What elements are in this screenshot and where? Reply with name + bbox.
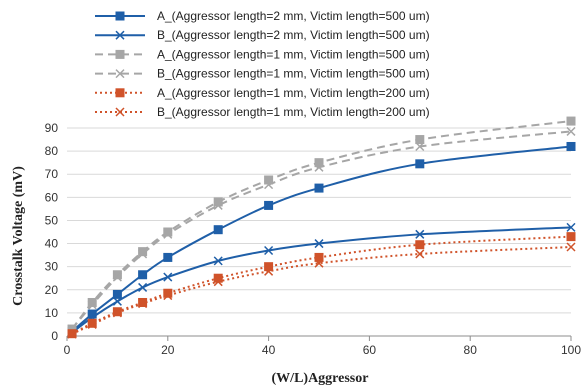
- data-point: [213, 225, 223, 235]
- data-point: [112, 308, 122, 318]
- legend-label: B_(Aggressor length=1 mm, Victim length=…: [157, 67, 430, 81]
- y-tick-label: 60: [45, 190, 59, 204]
- legend-marker: [115, 30, 125, 40]
- series-3: [67, 116, 576, 334]
- y-tick-label: 90: [45, 121, 59, 135]
- y-tick-label: 70: [45, 167, 59, 181]
- data-point: [415, 249, 425, 259]
- legend-marker: [115, 11, 125, 21]
- legend-label: A_(Aggressor length=1 mm, Victim length=…: [157, 47, 430, 61]
- data-point: [415, 141, 425, 152]
- data-point: [314, 162, 324, 172]
- y-tick-label: 10: [45, 306, 59, 320]
- data-point: [163, 291, 173, 301]
- x-tick-label: 40: [262, 343, 276, 357]
- x-tick-label: 20: [161, 343, 175, 357]
- legend-entry-4: B_(Aggressor length=1 mm, Victim length=…: [95, 67, 430, 81]
- data-point: [163, 252, 173, 262]
- data-point: [213, 200, 223, 210]
- series-6: [67, 242, 576, 339]
- data-point: [112, 289, 122, 299]
- legend-label: B_(Aggressor length=2 mm, Victim length=…: [157, 28, 430, 42]
- data-point: [213, 256, 223, 266]
- data-point: [415, 159, 425, 169]
- data-point: [566, 126, 576, 136]
- legend-entry-2: B_(Aggressor length=2 mm, Victim length=…: [95, 28, 430, 42]
- y-tick-label: 0: [51, 329, 58, 343]
- series-4: [67, 126, 576, 334]
- y-tick-label: 40: [45, 237, 59, 251]
- legend-entry-5: A_(Aggressor length=1 mm, Victim length=…: [95, 86, 430, 100]
- data-point: [138, 299, 148, 309]
- data-point: [314, 239, 324, 249]
- legend-label: B_(Aggressor length=1 mm, Victim length=…: [157, 105, 430, 119]
- y-tick-label: 30: [45, 260, 59, 274]
- series-1: [67, 141, 576, 336]
- data-point: [112, 270, 122, 280]
- data-point: [314, 183, 324, 193]
- y-tick-label: 80: [45, 144, 59, 158]
- data-point: [415, 229, 425, 239]
- data-point: [87, 300, 97, 310]
- data-point: [67, 329, 77, 339]
- legend-label: A_(Aggressor length=1 mm, Victim length=…: [157, 86, 430, 100]
- legend-entry-6: B_(Aggressor length=1 mm, Victim length=…: [95, 105, 430, 119]
- data-point: [566, 232, 576, 242]
- x-tick-label: 60: [363, 343, 377, 357]
- y-axis-title: Crosstalk Voltage (mV): [11, 166, 26, 306]
- data-point: [314, 258, 324, 268]
- data-point: [138, 249, 148, 259]
- legend-label: A_(Aggressor length=2 mm, Victim length=…: [157, 9, 430, 23]
- x-tick-label: 100: [561, 343, 581, 357]
- grid-lines: [67, 127, 571, 314]
- legend-marker: [115, 69, 125, 79]
- data-point: [314, 252, 324, 262]
- y-tick-label: 50: [45, 213, 59, 227]
- series-line: [71, 120, 572, 330]
- x-tick-label: 80: [464, 343, 478, 357]
- data-point: [112, 296, 122, 306]
- data-point: [566, 116, 576, 126]
- axes: [66, 335, 572, 341]
- data-point: [163, 229, 173, 239]
- legend: A_(Aggressor length=2 mm, Victim length=…: [95, 9, 430, 119]
- data-point: [415, 240, 425, 250]
- data-point: [112, 307, 122, 317]
- legend-entry-1: A_(Aggressor length=2 mm, Victim length=…: [95, 9, 430, 23]
- data-point: [566, 141, 576, 151]
- data-point: [138, 297, 148, 307]
- data-point: [163, 272, 173, 282]
- data-point: [264, 180, 274, 190]
- data-point: [112, 272, 122, 282]
- data-point: [87, 297, 97, 307]
- data-point: [264, 245, 274, 256]
- legend-marker: [115, 88, 125, 98]
- series-line: [71, 130, 572, 330]
- y-tick-label: 20: [45, 283, 59, 297]
- data-point: [138, 282, 148, 292]
- data-point: [87, 319, 97, 329]
- data-point: [264, 200, 274, 210]
- x-axis-title: (W/L)Aggressor: [272, 371, 369, 386]
- data-point: [264, 266, 274, 276]
- legend-marker: [115, 107, 125, 117]
- series-group: [67, 116, 576, 339]
- data-point: [566, 222, 576, 232]
- data-point: [566, 242, 576, 252]
- tick-labels: 0 10 20 30 40 50 60 70 80 90 0 20 40 60 80 100: [45, 121, 582, 357]
- data-point: [138, 270, 148, 280]
- x-tick-label: 0: [64, 343, 71, 357]
- data-point: [163, 288, 173, 298]
- data-point: [163, 227, 173, 237]
- data-point: [415, 135, 425, 145]
- legend-marker: [115, 49, 125, 59]
- legend-entry-3: A_(Aggressor length=1 mm, Victim length=…: [95, 47, 430, 61]
- data-point: [213, 277, 223, 287]
